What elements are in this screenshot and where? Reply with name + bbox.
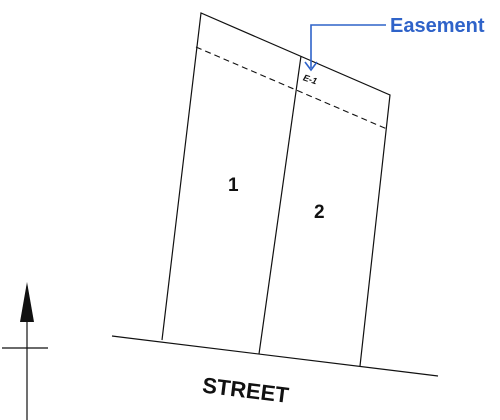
easement-boundary (195, 46, 388, 130)
lot-divider (258, 55, 302, 355)
parcel-boundary (161, 12, 391, 367)
lot-2-label: 2 (314, 202, 325, 223)
easement-leader-line (310, 24, 386, 68)
street-label: STREET (201, 372, 291, 407)
easement-code: E-1 (302, 72, 318, 86)
easement-arrowhead-icon (304, 61, 318, 72)
easement-callout-label: Easement (390, 15, 485, 37)
lot-1-label: 1 (228, 175, 239, 196)
north-arrow-icon (2, 282, 48, 420)
street-line (111, 335, 439, 377)
